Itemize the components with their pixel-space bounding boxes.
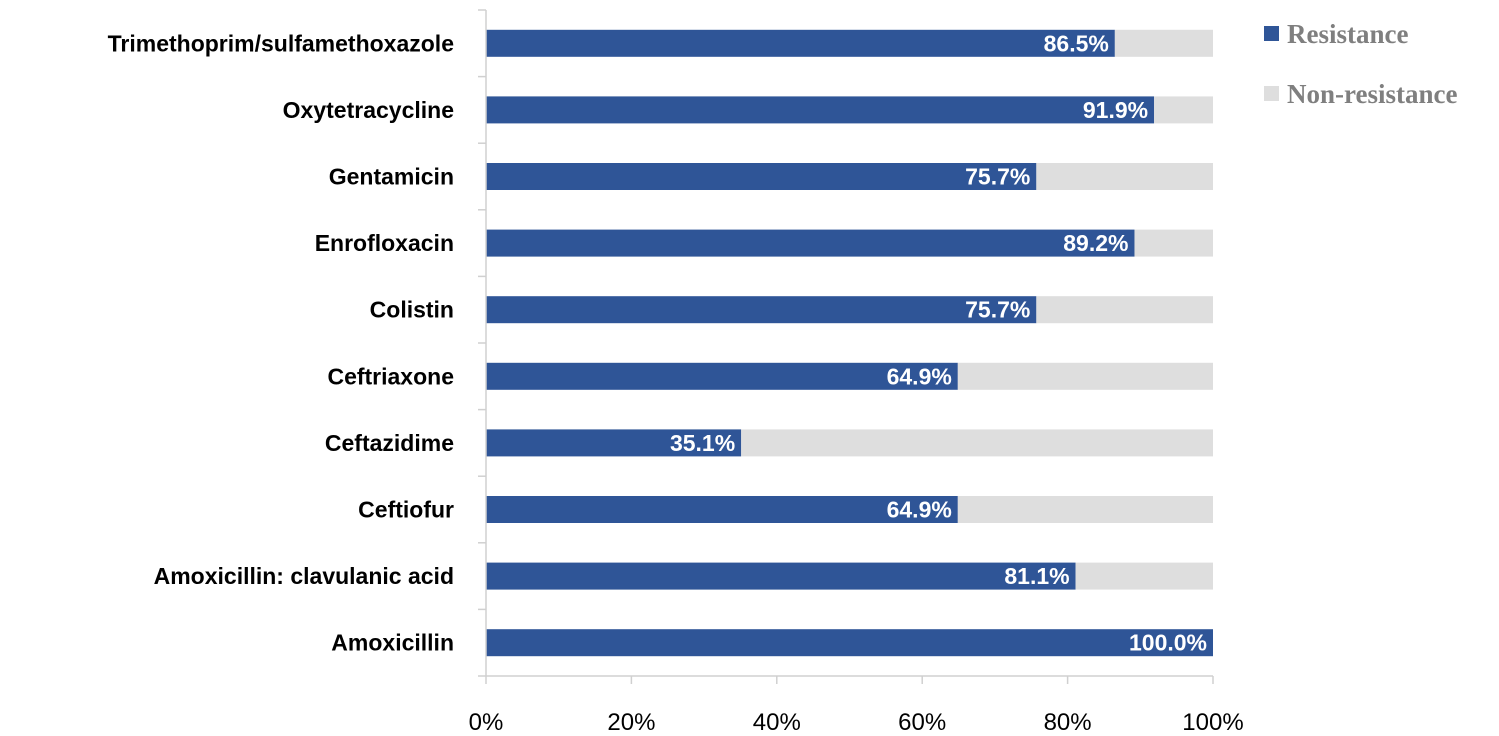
legend-swatch bbox=[1264, 26, 1279, 41]
legend-swatch bbox=[1264, 86, 1279, 101]
x-tick-label: 0% bbox=[469, 709, 504, 736]
bar-non-resistance bbox=[1114, 29, 1213, 57]
x-tick-label: 80% bbox=[1044, 709, 1092, 736]
bar-non-resistance bbox=[957, 362, 1213, 390]
category-label: Ceftazidime bbox=[325, 430, 454, 456]
bar-non-resistance bbox=[1036, 296, 1213, 324]
category-label: Ceftiofur bbox=[358, 497, 454, 523]
bar-resistance bbox=[486, 163, 1037, 190]
category-label: Ceftriaxone bbox=[327, 363, 454, 389]
bar-non-resistance bbox=[1075, 562, 1213, 590]
bar-resistance bbox=[486, 296, 1037, 324]
bars-layer bbox=[486, 29, 1213, 657]
data-label: 75.7% bbox=[965, 297, 1030, 323]
bar-resistance bbox=[486, 562, 1076, 590]
data-label: 89.2% bbox=[1063, 230, 1128, 256]
data-label: 64.9% bbox=[887, 363, 952, 389]
bar-non-resistance bbox=[741, 429, 1213, 457]
data-label: 81.1% bbox=[1004, 563, 1069, 589]
bar-non-resistance bbox=[1134, 229, 1213, 257]
legend-label: Resistance bbox=[1287, 19, 1408, 49]
category-label: Amoxicillin bbox=[331, 630, 454, 656]
data-label: 86.5% bbox=[1044, 30, 1109, 56]
legend-label: Non-resistance bbox=[1287, 79, 1457, 109]
bar-resistance bbox=[486, 96, 1155, 124]
bar-resistance bbox=[486, 362, 958, 390]
bar-resistance bbox=[486, 429, 742, 457]
bar-non-resistance bbox=[1154, 96, 1213, 124]
category-label: Enrofloxacin bbox=[315, 230, 454, 256]
data-label: 75.7% bbox=[965, 164, 1030, 190]
bar-non-resistance bbox=[957, 496, 1213, 523]
legend: Resistance Non-resistance bbox=[1264, 19, 1457, 109]
category-label: Oxytetracycline bbox=[283, 97, 454, 123]
legend-item-non-resistance: Non-resistance bbox=[1264, 79, 1457, 109]
bar-resistance bbox=[486, 496, 958, 523]
data-label: 64.9% bbox=[887, 497, 952, 523]
category-label: Amoxicillin: clavulanic acid bbox=[154, 563, 454, 589]
bar-resistance bbox=[486, 629, 1213, 657]
x-tick-label: 60% bbox=[898, 709, 946, 736]
x-tick-label: 100% bbox=[1182, 709, 1243, 736]
x-tick-label: 40% bbox=[753, 709, 801, 736]
bar-resistance bbox=[486, 29, 1115, 57]
x-tick-label: 20% bbox=[607, 709, 655, 736]
axes bbox=[478, 9, 1214, 684]
labels-layer: 86.5% Trimethoprim/sulfamethoxazole 91.9% O… bbox=[108, 30, 1244, 736]
bar-resistance bbox=[486, 229, 1135, 257]
legend-item-resistance: Resistance bbox=[1264, 19, 1408, 49]
category-label: Gentamicin bbox=[329, 164, 454, 190]
data-label: 100.0% bbox=[1129, 630, 1207, 656]
data-label: 35.1% bbox=[670, 430, 735, 456]
bar-non-resistance bbox=[1036, 163, 1213, 190]
data-label: 91.9% bbox=[1083, 97, 1148, 123]
category-label: Trimethoprim/sulfamethoxazole bbox=[108, 30, 454, 56]
category-label: Colistin bbox=[370, 297, 454, 323]
